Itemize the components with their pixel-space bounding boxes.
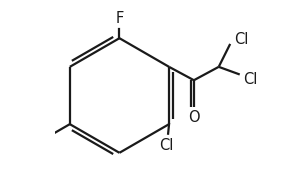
Text: Cl: Cl xyxy=(244,72,258,87)
Text: F: F xyxy=(115,11,124,26)
Text: Cl: Cl xyxy=(159,138,173,153)
Text: O: O xyxy=(188,110,200,125)
Text: Cl: Cl xyxy=(234,32,248,47)
